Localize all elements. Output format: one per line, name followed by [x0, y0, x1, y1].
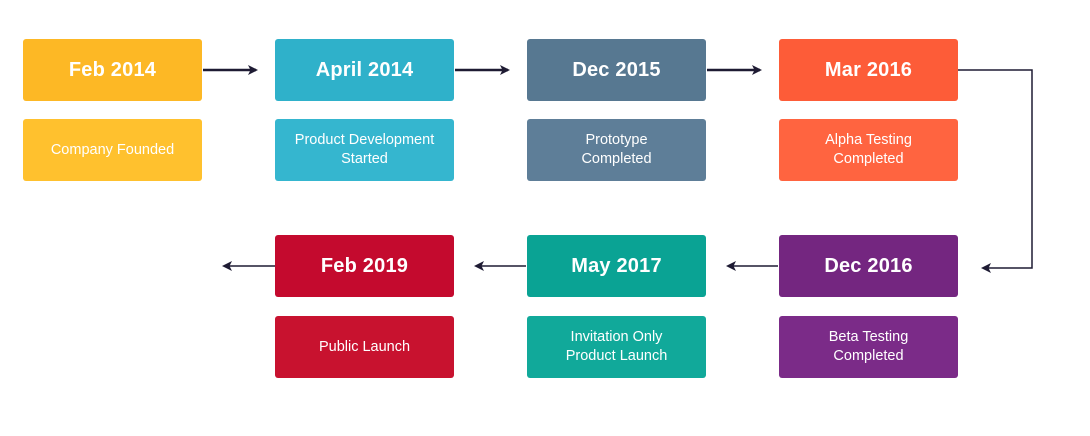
arrow-turn-down — [958, 69, 1033, 273]
milestone-desc-3-label: Alpha Testing Completed — [825, 132, 912, 167]
milestone-date-4: Dec 2016 — [779, 235, 958, 297]
milestone-date-1: April 2014 — [275, 39, 454, 101]
milestone-desc-6-label: Public Launch — [318, 338, 411, 355]
milestone-date-1-label: April 2014 — [315, 58, 414, 81]
milestone-desc-5-label: Invitation Only Product Launch — [565, 329, 668, 364]
milestone-desc-4-label: Beta Testing Completed — [828, 329, 909, 364]
milestone-desc-0-label: Company Founded — [50, 141, 175, 158]
milestone-date-4-label: Dec 2016 — [824, 254, 913, 277]
milestone-desc-4: Beta Testing Completed — [779, 316, 958, 378]
milestone-date-5-label: May 2017 — [571, 254, 662, 277]
milestone-date-2-label: Dec 2015 — [572, 58, 661, 81]
milestone-date-5: May 2017 — [527, 235, 706, 297]
milestone-date-6-label: Feb 2019 — [320, 254, 409, 277]
milestone-date-3: Mar 2016 — [779, 39, 958, 101]
milestone-date-6: Feb 2019 — [275, 235, 454, 297]
milestone-desc-1: Product Development Started — [275, 119, 454, 181]
milestone-desc-5: Invitation Only Product Launch — [527, 316, 706, 378]
milestone-desc-6: Public Launch — [275, 316, 454, 378]
milestone-desc-0: Company Founded — [23, 119, 202, 181]
milestone-desc-1-label: Product Development Started — [294, 132, 435, 167]
milestone-date-0-label: Feb 2014 — [68, 58, 157, 81]
milestone-desc-3: Alpha Testing Completed — [779, 119, 958, 181]
milestone-desc-2-label: Prototype Completed — [581, 132, 652, 167]
milestone-date-0: Feb 2014 — [23, 39, 202, 101]
milestone-date-2: Dec 2015 — [527, 39, 706, 101]
milestone-date-3-label: Mar 2016 — [824, 58, 913, 81]
milestone-desc-2: Prototype Completed — [527, 119, 706, 181]
